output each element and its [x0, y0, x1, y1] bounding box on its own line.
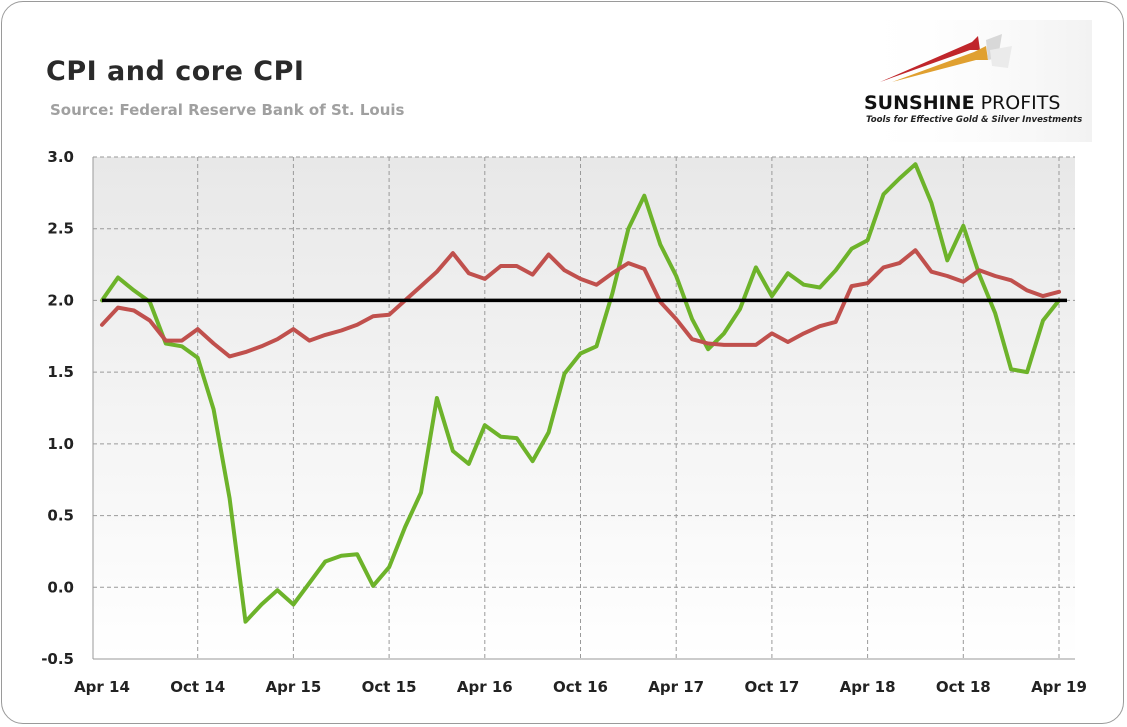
x-tick-label: Apr 17	[648, 678, 704, 696]
y-tick-label: 2.0	[47, 291, 74, 309]
x-tick-label: Apr 15	[265, 678, 321, 696]
sunshine-profits-logo-icon	[852, 20, 1092, 142]
y-tick-label: 1.5	[47, 363, 74, 381]
x-tick-label: Oct 16	[553, 678, 608, 696]
x-tick-label: Apr 16	[457, 678, 513, 696]
chart-title: CPI and core CPI	[46, 56, 305, 87]
x-tick-label: Apr 19	[1031, 678, 1087, 696]
x-tick-label: Oct 14	[170, 678, 225, 696]
x-tick-label: Apr 14	[74, 678, 130, 696]
x-tick-label: Oct 17	[744, 678, 799, 696]
y-tick-label: 1.0	[47, 435, 74, 453]
core-cpi-line	[100, 248, 1061, 359]
x-tick-label: Apr 18	[840, 678, 896, 696]
y-tick-label: -0.5	[41, 650, 74, 668]
x-tick-label: Oct 15	[362, 678, 417, 696]
x-tick-label: Oct 18	[936, 678, 991, 696]
y-tick-label: 0.0	[47, 578, 74, 596]
y-tick-label: 2.5	[47, 220, 74, 238]
y-tick-label: 3.0	[47, 148, 74, 166]
y-tick-label: 0.5	[47, 507, 74, 525]
cpi-line	[100, 162, 1061, 624]
plot-background	[93, 157, 1075, 659]
logo-name: SUNSHINE PROFITS	[864, 92, 1061, 114]
chart-subtitle: Source: Federal Reserve Bank of St. Loui…	[50, 101, 405, 119]
logo-tagline: Tools for Effective Gold & Silver Invest…	[866, 115, 1083, 125]
